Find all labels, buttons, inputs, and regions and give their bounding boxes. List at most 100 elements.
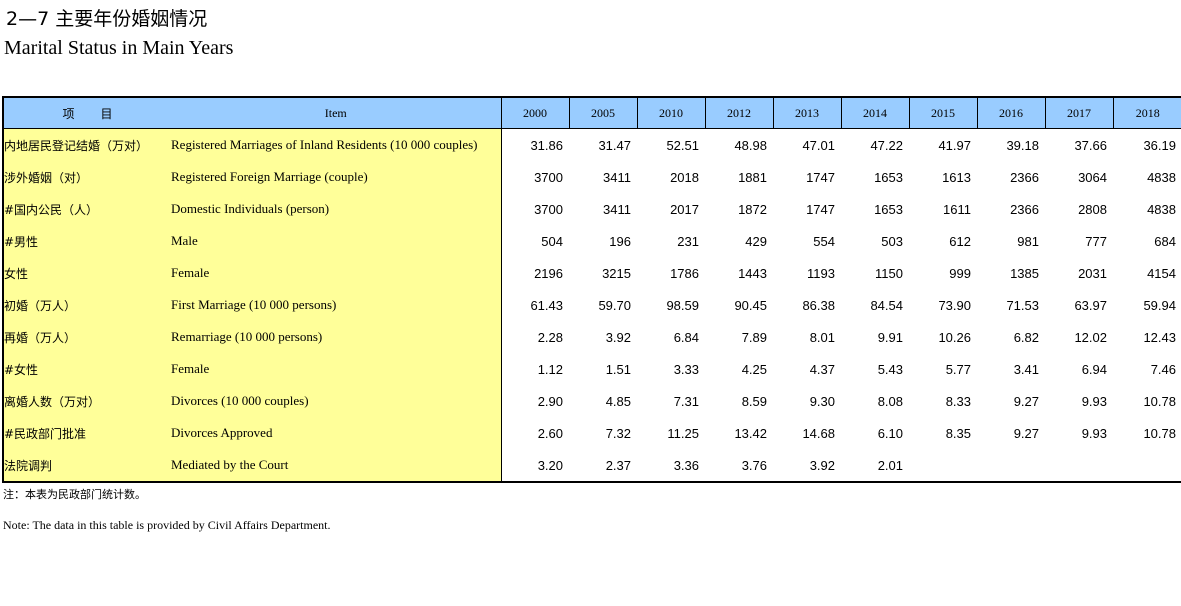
header-year: 2005 xyxy=(568,96,637,129)
header-year: 2016 xyxy=(976,96,1045,129)
row-label-chinese: #民政部门批准 xyxy=(2,417,171,449)
table-cell-value: 429 xyxy=(745,233,767,249)
table-cell-value: 12.43 xyxy=(1143,329,1176,345)
table-cell-value: 3.20 xyxy=(501,449,569,483)
table-cell-value: 4838 xyxy=(1147,201,1176,217)
table-cell-value: 3700 xyxy=(534,201,563,217)
table-cell-value: 1881 xyxy=(738,169,767,185)
table-row: #女性 Female 1.12 1.51 3.33 4.25 4.37 5.43 5.77 3.4… xyxy=(2,353,1181,385)
table-cell-value: 3700 xyxy=(534,169,563,185)
header-year: 2014 xyxy=(840,96,909,129)
table-row: 再婚（万人） Remarriage (10 000 persons) 2.28 3.9… xyxy=(2,321,1181,353)
table-cell-value: 6.82 xyxy=(1013,329,1039,345)
table-cell-value: 7.32 xyxy=(605,425,631,441)
table-cell-value: 31.86 xyxy=(530,137,563,153)
table-cell-value: 684 xyxy=(1154,233,1176,249)
table-cell-value: 2018 xyxy=(670,169,699,185)
table-cell-value: 1872 xyxy=(738,201,767,217)
table-cell-value: 13.42 xyxy=(734,425,767,441)
table-cell-value: 1385 xyxy=(1010,265,1039,281)
row-label-chinese: 再婚（万人） xyxy=(2,321,171,353)
table-cell-value: 554 xyxy=(813,233,835,249)
table-cell-value: 86.38 xyxy=(802,297,835,313)
table-cell-value: 3.36 xyxy=(637,449,705,483)
table-cell-value: 7.31 xyxy=(673,393,699,409)
row-label-chinese: 内地居民登记结婚（万对） xyxy=(2,128,171,161)
table-cell-value: 1.51 xyxy=(605,361,631,377)
row-label-english: Remarriage (10 000 persons) xyxy=(171,321,502,353)
row-label-english: Mediated by the Court xyxy=(171,449,502,483)
table-cell-value: 231 xyxy=(677,233,699,249)
table-row: 离婚人数（万对） Divorces (10 000 couples) 2.90 4.8… xyxy=(2,385,1181,417)
table-cell-value: 1611 xyxy=(943,201,971,217)
table-cell-value: 4.85 xyxy=(605,393,631,409)
table-cell-value: 6.10 xyxy=(877,425,903,441)
table-cell-value: 2196 xyxy=(534,265,563,281)
table-header-row: 项目 Item 2000 2005 2010 2012 2013 2014 20… xyxy=(2,96,1181,129)
table-title-english: Marital Status in Main Years xyxy=(4,37,234,59)
table-cell-value: 9.91 xyxy=(877,329,903,345)
table-title-chinese: 2—7 主要年份婚姻情况 xyxy=(6,8,208,30)
table-cell-value: 41.97 xyxy=(938,137,971,153)
table-cell-value: 84.54 xyxy=(870,297,903,313)
table-cell-value: 4.37 xyxy=(809,361,835,377)
table-cell-value: 63.97 xyxy=(1074,297,1107,313)
table-cell-value: 31.47 xyxy=(598,137,631,153)
table-cell-value: 9.93 xyxy=(1081,425,1107,441)
table-cell-value: 2366 xyxy=(1010,201,1039,217)
table-cell-value: 9.30 xyxy=(809,393,835,409)
table-cell-value: 7.89 xyxy=(741,329,767,345)
table-cell-value: 59.94 xyxy=(1143,297,1176,313)
table-cell-value: 196 xyxy=(609,233,631,249)
header-year: 2015 xyxy=(908,96,977,129)
row-label-chinese: #女性 xyxy=(2,353,171,385)
row-label-english: First Marriage (10 000 persons) xyxy=(171,289,502,321)
table-cell-value: 3411 xyxy=(603,201,631,217)
table-row: 女性 Female 2196 3215 1786 1443 1193 1150 999 1385 2… xyxy=(2,257,1181,289)
table-cell-value: 7.46 xyxy=(1150,361,1176,377)
table-cell-value: 3215 xyxy=(602,265,631,281)
table-cell-value: 90.45 xyxy=(734,297,767,313)
table-cell-value: 1786 xyxy=(670,265,699,281)
header-item-cn-right: 目 xyxy=(100,106,113,121)
table-cell-value: 2031 xyxy=(1078,265,1107,281)
table-cell-value: 10.26 xyxy=(938,329,971,345)
table-cell-value: 3.92 xyxy=(773,449,841,483)
table-cell-value: 98.59 xyxy=(666,297,699,313)
header-year: 2018 xyxy=(1112,96,1181,129)
row-label-english: Divorces (10 000 couples) xyxy=(171,385,502,417)
table-cell-value: 3411 xyxy=(603,169,631,185)
header-year: 2012 xyxy=(704,96,773,129)
table-cell-value: 1.12 xyxy=(537,361,563,377)
footnote-chinese: 注：本表为民政部门统计数。 xyxy=(3,488,146,501)
table-cell-value: 1747 xyxy=(806,169,835,185)
row-label-english: Divorces Approved xyxy=(171,417,502,449)
row-label-chinese: 女性 xyxy=(2,257,171,289)
table-cell-value: 6.84 xyxy=(673,329,699,345)
table-cell-value: 9.93 xyxy=(1081,393,1107,409)
table-cell-value: 2.28 xyxy=(537,329,563,345)
table-cell-value: 999 xyxy=(949,265,971,281)
table-cell-value: 1150 xyxy=(875,265,903,281)
table-cell-value: 14.68 xyxy=(802,425,835,441)
row-label-english: Male xyxy=(171,225,502,257)
table-cell-value: 8.59 xyxy=(741,393,767,409)
table-cell-value: 6.94 xyxy=(1081,361,1107,377)
marital-status-table: 项目 Item 2000 2005 2010 2012 2013 2014 20… xyxy=(2,96,1181,483)
table-cell-value: 1653 xyxy=(874,169,903,185)
table-cell-value: 5.77 xyxy=(945,361,971,377)
header-item-cn-left: 项 xyxy=(62,106,75,121)
table-cell-value: 37.66 xyxy=(1074,137,1107,153)
table-cell-value: 2.37 xyxy=(569,449,637,483)
table-cell-value: 59.70 xyxy=(598,297,631,313)
table-cell-value: 2.01 xyxy=(841,449,909,483)
table-cell-value: 9.27 xyxy=(1013,425,1039,441)
table-row: 涉外婚姻（对） Registered Foreign Marriage (coup… xyxy=(2,161,1181,193)
table-cell-value xyxy=(977,449,1045,483)
table-cell-value: 981 xyxy=(1017,233,1039,249)
table-cell-value: 8.35 xyxy=(945,425,971,441)
table-row: #国内公民（人） Domestic Individuals (person) 370… xyxy=(2,193,1181,225)
table-cell-value: 47.22 xyxy=(870,137,903,153)
table-cell-value: 3064 xyxy=(1078,169,1107,185)
table-cell-value: 2.90 xyxy=(537,393,563,409)
